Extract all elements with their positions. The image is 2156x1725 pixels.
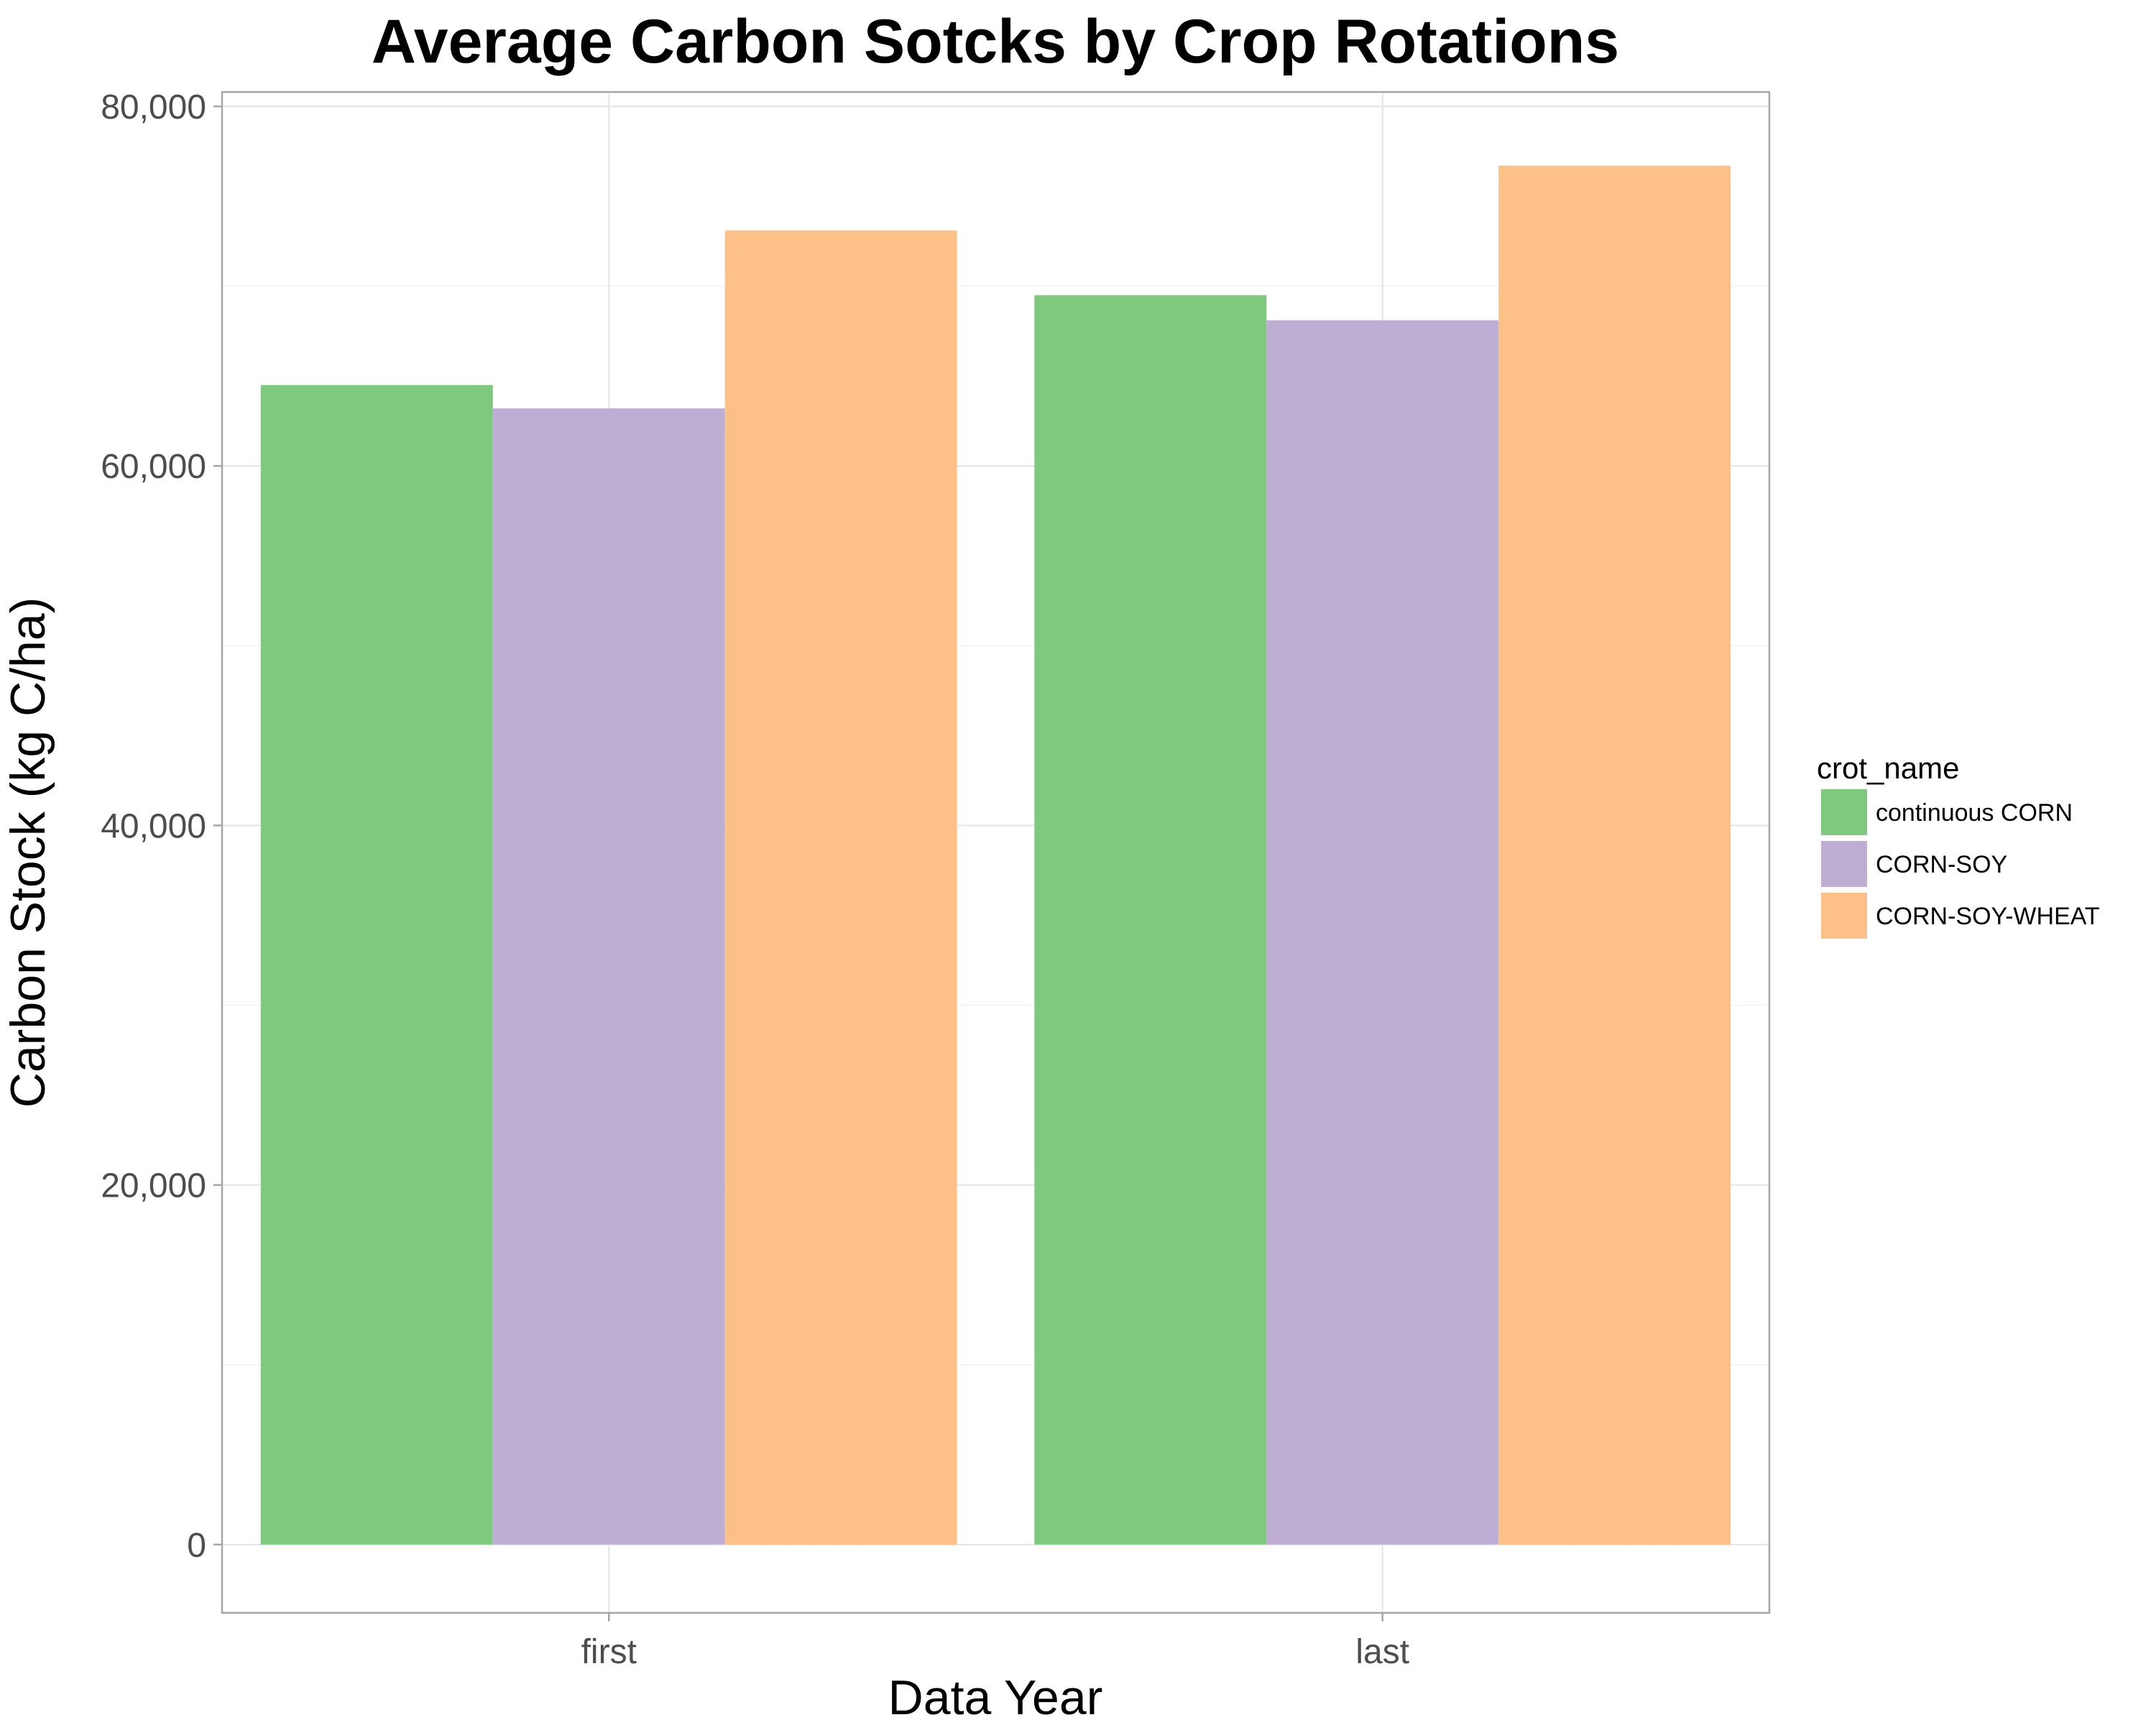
bar bbox=[1498, 165, 1731, 1545]
legend-label: continuous CORN bbox=[1876, 799, 2073, 827]
chart-title: Average Carbon Sotcks by Crop Rotations bbox=[372, 7, 1619, 76]
legend-key bbox=[1821, 893, 1867, 939]
bar bbox=[260, 385, 493, 1545]
legend-label: CORN-SOY bbox=[1876, 851, 2007, 878]
bars bbox=[260, 165, 1731, 1545]
legend-key bbox=[1821, 789, 1867, 835]
y-tick-label: 60,000 bbox=[101, 448, 206, 486]
legend-key bbox=[1821, 841, 1867, 887]
bar bbox=[492, 408, 725, 1545]
y-tick-label: 40,000 bbox=[101, 807, 206, 845]
legend-label: CORN-SOY-WHEAT bbox=[1876, 903, 2100, 930]
y-axis: 0 20,000 40,000 60,000 80,000 bbox=[101, 88, 222, 1565]
plot-panel-border bbox=[221, 91, 1771, 1614]
x-tick-label: first bbox=[581, 1633, 637, 1671]
legend-title: crot_name bbox=[1817, 751, 1959, 785]
x-axis-title: Data Year bbox=[888, 1670, 1103, 1725]
x-axis: first last bbox=[581, 1613, 1409, 1671]
bar bbox=[1266, 320, 1499, 1545]
y-axis-title: Carbon Stock (kg C/ha) bbox=[1, 597, 55, 1108]
y-tick-label: 80,000 bbox=[101, 88, 206, 126]
x-tick-label: last bbox=[1355, 1633, 1409, 1671]
bar bbox=[724, 230, 957, 1545]
legend: crot_name continuous CORN CORN-SOY CORN-SO… bbox=[1817, 751, 2100, 939]
y-tick-label: 0 bbox=[187, 1527, 206, 1565]
y-tick-label: 20,000 bbox=[101, 1167, 206, 1205]
bar bbox=[1034, 295, 1267, 1545]
